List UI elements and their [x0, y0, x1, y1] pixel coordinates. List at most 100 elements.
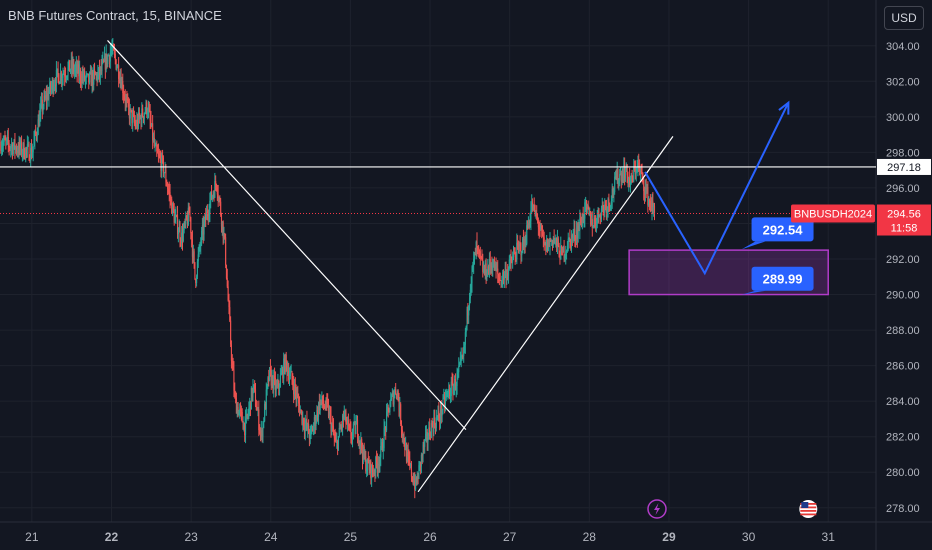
- candle-body: [523, 239, 525, 248]
- candle-body: [324, 407, 326, 409]
- candle-body: [614, 176, 617, 177]
- candle-body: [143, 113, 145, 119]
- candle-body: [233, 370, 235, 391]
- candle-body: [132, 114, 134, 124]
- candle-body: [622, 174, 624, 181]
- candle-body: [639, 164, 641, 172]
- candle-body: [331, 425, 333, 432]
- chart-title: BNB Futures Contract, 15, BINANCE: [8, 8, 222, 23]
- candle-body: [323, 405, 325, 408]
- candle-body: [648, 200, 650, 206]
- candle-body: [591, 219, 593, 228]
- candle-body: [547, 239, 549, 252]
- candle-body: [491, 265, 493, 271]
- candle-body: [444, 396, 446, 406]
- candle-body: [171, 203, 174, 214]
- candle-body: [226, 278, 228, 287]
- candle-body: [201, 230, 203, 243]
- candle-body: [618, 180, 620, 185]
- candle-body: [326, 399, 328, 402]
- candle-body: [452, 381, 454, 394]
- candle-body: [297, 394, 299, 398]
- candle-body: [390, 399, 392, 407]
- candle-body: [644, 187, 646, 196]
- candle-body: [172, 203, 174, 211]
- candle-body: [347, 420, 349, 424]
- candle-body: [173, 210, 175, 223]
- candle-body: [505, 269, 507, 281]
- candle-body: [282, 368, 284, 379]
- candle-body: [213, 193, 215, 198]
- candle-body: [230, 320, 232, 345]
- candle-body: [157, 150, 159, 154]
- candle-body: [376, 456, 378, 463]
- candle-body: [463, 347, 465, 356]
- candle-body: [186, 218, 189, 225]
- candle-body: [170, 198, 172, 200]
- flag-stripe: [800, 513, 817, 516]
- candle-body: [178, 227, 180, 233]
- candle-body: [290, 371, 292, 373]
- trendline[interactable]: [417, 136, 674, 493]
- candle-body: [191, 233, 193, 240]
- candle-body: [283, 358, 285, 379]
- candle-body: [486, 276, 488, 278]
- candle-body: [646, 186, 648, 190]
- candle-body: [634, 167, 636, 169]
- candle-body: [489, 258, 491, 267]
- candle-body: [466, 309, 468, 327]
- candle-body: [514, 253, 516, 258]
- candle-body: [525, 243, 527, 246]
- candle-body: [69, 69, 72, 72]
- candle-body: [574, 228, 576, 240]
- last-price-tag: [877, 204, 931, 236]
- candle-body: [450, 381, 452, 397]
- candle-body: [215, 184, 218, 188]
- candle-body: [124, 97, 126, 103]
- candle-body: [317, 410, 319, 417]
- candle-body: [269, 367, 271, 381]
- price-tick-label: 290.00: [886, 290, 920, 302]
- candle-body: [443, 396, 445, 398]
- candle-body: [634, 168, 636, 174]
- candle-body: [111, 48, 113, 50]
- candle-body: [192, 251, 194, 257]
- callout-box[interactable]: [751, 217, 814, 242]
- candle-body: [141, 108, 143, 124]
- candle-body: [29, 160, 31, 162]
- callout-box[interactable]: [751, 266, 814, 291]
- candle-body: [456, 372, 458, 387]
- candle-body: [234, 390, 236, 395]
- candle-body: [495, 263, 497, 270]
- candle-body: [164, 170, 166, 173]
- candle-body: [300, 409, 302, 411]
- candle-body: [46, 93, 48, 101]
- trendline[interactable]: [107, 40, 467, 431]
- candle-body: [73, 62, 75, 72]
- candle-body: [223, 233, 225, 238]
- candle-body: [97, 72, 99, 81]
- candle-body: [238, 410, 240, 416]
- candle-body: [420, 461, 422, 467]
- flag-canton: [801, 502, 809, 508]
- candle-body: [573, 228, 575, 235]
- candle-body: [594, 218, 596, 222]
- candle-body: [60, 72, 62, 81]
- candle-body: [175, 215, 177, 217]
- currency-button[interactable]: USD: [884, 6, 924, 30]
- candle-body: [319, 399, 321, 411]
- candle-body: [538, 227, 540, 230]
- candle-body: [91, 73, 93, 86]
- candle-body: [477, 246, 479, 248]
- candle-body: [101, 62, 103, 71]
- candle-body: [137, 119, 139, 127]
- candle-body: [69, 60, 71, 72]
- projection-path[interactable]: [644, 102, 790, 276]
- candle-body: [642, 172, 644, 180]
- candle-body: [256, 409, 258, 411]
- candle-body: [511, 262, 513, 264]
- candle-body: [278, 380, 280, 388]
- candle-body: [93, 69, 95, 85]
- candle-body: [508, 259, 510, 269]
